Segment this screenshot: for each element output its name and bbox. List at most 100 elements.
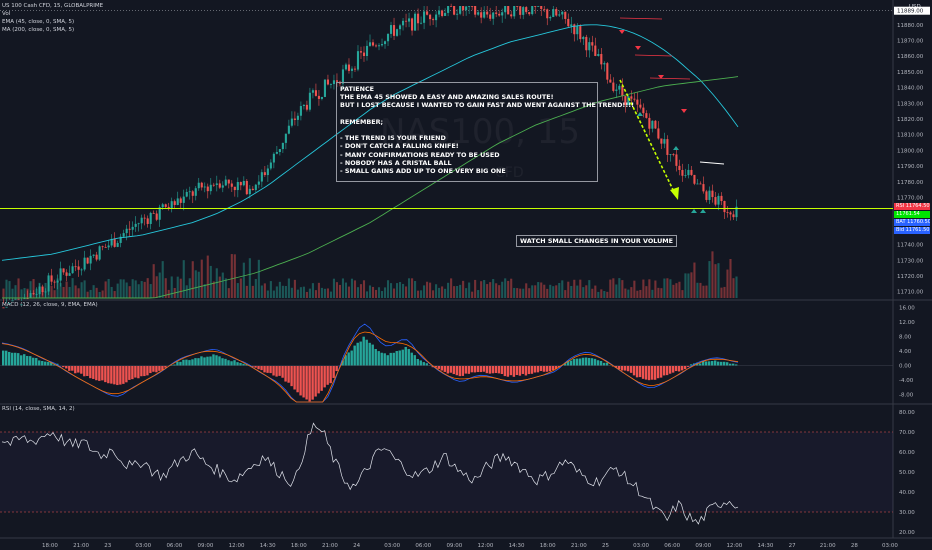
horizontal-drawing bbox=[699, 161, 725, 165]
candle-body bbox=[47, 275, 50, 292]
candle-body bbox=[263, 172, 266, 176]
volume-bar bbox=[206, 255, 209, 298]
volume-bar bbox=[11, 288, 14, 298]
volume-bar bbox=[561, 280, 564, 298]
volume-bar bbox=[371, 286, 375, 298]
macd-histogram-bar bbox=[212, 354, 215, 366]
candle-body bbox=[489, 14, 492, 19]
macd-histogram-bar bbox=[473, 365, 477, 373]
macd-histogram-bar bbox=[308, 365, 311, 402]
annotation-line: - SMALL GAINS ADD UP TO ONE VERY BIG ONE bbox=[340, 167, 506, 176]
macd-histogram-bar bbox=[47, 361, 50, 366]
chart-symbol[interactable]: US 100 Cash CFD, 15, GLOBALPRIME bbox=[2, 3, 104, 9]
macd-histogram-bar bbox=[389, 352, 392, 366]
volume-bar bbox=[663, 278, 666, 298]
candle-body bbox=[681, 170, 684, 176]
candle-body bbox=[501, 12, 504, 16]
candle-body bbox=[173, 201, 176, 205]
candle-body bbox=[341, 69, 345, 84]
candle-body bbox=[447, 6, 450, 13]
volume-bar bbox=[471, 291, 474, 298]
candle-body bbox=[453, 6, 456, 15]
volume-bar bbox=[23, 288, 26, 298]
volume-bar bbox=[185, 285, 188, 298]
candle-body bbox=[411, 18, 414, 31]
volume-bar bbox=[558, 282, 561, 298]
volume-bar bbox=[588, 280, 591, 298]
candle-body bbox=[203, 186, 206, 188]
volume-bar bbox=[314, 290, 317, 298]
volume-bar bbox=[368, 285, 372, 298]
volume-note[interactable]: WATCH SMALL CHANGES IN YOUR VOLUME bbox=[516, 235, 678, 247]
macd-histogram-bar bbox=[731, 363, 735, 366]
candle-body bbox=[38, 286, 41, 295]
macd-legend[interactable]: MACD (12, 26, close, 9, EMA, EMA) bbox=[2, 302, 98, 308]
volume-legend[interactable]: Vol bbox=[2, 11, 11, 17]
macd-signal-line bbox=[1, 331, 739, 403]
candle-body bbox=[359, 51, 363, 53]
candle-body bbox=[368, 42, 372, 46]
macd-histogram-bar bbox=[629, 365, 633, 373]
macd-histogram-bar bbox=[359, 341, 362, 366]
candle-body bbox=[65, 272, 68, 276]
macd-histogram-bar bbox=[665, 365, 669, 376]
candle-body bbox=[371, 42, 375, 46]
volume-bar bbox=[26, 288, 29, 298]
macd-histogram-bar bbox=[260, 365, 263, 371]
macd-histogram-bar bbox=[44, 361, 47, 366]
price-tick-label: 11820.00 bbox=[897, 117, 924, 123]
macd-histogram-bar bbox=[134, 365, 137, 378]
volume-bar bbox=[299, 287, 302, 298]
volume-bar bbox=[654, 280, 657, 298]
ma-legend[interactable]: MA (200, close, 0, SMA, 5) bbox=[2, 27, 75, 33]
macd-tick-label: 8.00 bbox=[899, 335, 912, 341]
volume-bar bbox=[474, 279, 477, 298]
macd-histogram-bar bbox=[632, 365, 636, 376]
volume-bar bbox=[414, 280, 417, 298]
macd-histogram-bar bbox=[2, 350, 5, 366]
macd-histogram-bar bbox=[182, 359, 185, 366]
macd-histogram-bar bbox=[368, 342, 371, 366]
volume-bar bbox=[74, 285, 77, 298]
candle-body bbox=[726, 212, 729, 213]
volume-bar bbox=[212, 281, 215, 298]
rsi-legend[interactable]: RSI (14, close, SMA, 14, 2) bbox=[2, 406, 75, 412]
annotation-box[interactable]: PATIENCE THE EMA 45 SHOWED A EASY AND AMA… bbox=[336, 82, 634, 182]
macd-histogram-bar bbox=[467, 365, 471, 374]
candle-body bbox=[690, 169, 693, 175]
candle-body bbox=[564, 11, 567, 19]
volume-bar bbox=[122, 279, 125, 298]
ema-legend[interactable]: EMA (45, close, 0, SMA, 5) bbox=[2, 19, 75, 25]
candle-body bbox=[140, 217, 143, 224]
macd-histogram-bar bbox=[542, 365, 546, 372]
macd-histogram-bar bbox=[566, 360, 570, 366]
candle-body bbox=[438, 10, 441, 15]
macd-histogram-bar bbox=[698, 363, 702, 366]
candle-body bbox=[477, 12, 480, 15]
volume-bar bbox=[564, 290, 567, 298]
macd-histogram-bar bbox=[719, 361, 723, 366]
macd-histogram-bar bbox=[620, 365, 624, 371]
volume-bar bbox=[71, 278, 74, 298]
volume-bar bbox=[675, 283, 678, 298]
volume-bar bbox=[365, 291, 369, 298]
macd-histogram-bar bbox=[251, 365, 254, 367]
candle-body bbox=[305, 104, 308, 110]
volume-bar bbox=[302, 286, 305, 298]
macd-histogram-bar bbox=[35, 358, 38, 366]
volume-bar bbox=[383, 287, 387, 298]
volume-bar bbox=[672, 284, 675, 298]
macd-histogram-bar bbox=[173, 364, 176, 366]
volume-bar bbox=[32, 279, 35, 298]
rsi-tick-label: 20.00 bbox=[899, 530, 915, 536]
candle-body bbox=[239, 182, 242, 186]
macd-histogram-bar bbox=[122, 365, 125, 384]
volume-bar bbox=[245, 285, 248, 298]
candle-body bbox=[269, 162, 272, 169]
volume-bar bbox=[197, 271, 200, 298]
volume-bar bbox=[579, 279, 582, 298]
price-tick-label: 11810.00 bbox=[897, 133, 924, 139]
candle-body bbox=[311, 90, 314, 93]
volume-bar bbox=[200, 259, 203, 298]
